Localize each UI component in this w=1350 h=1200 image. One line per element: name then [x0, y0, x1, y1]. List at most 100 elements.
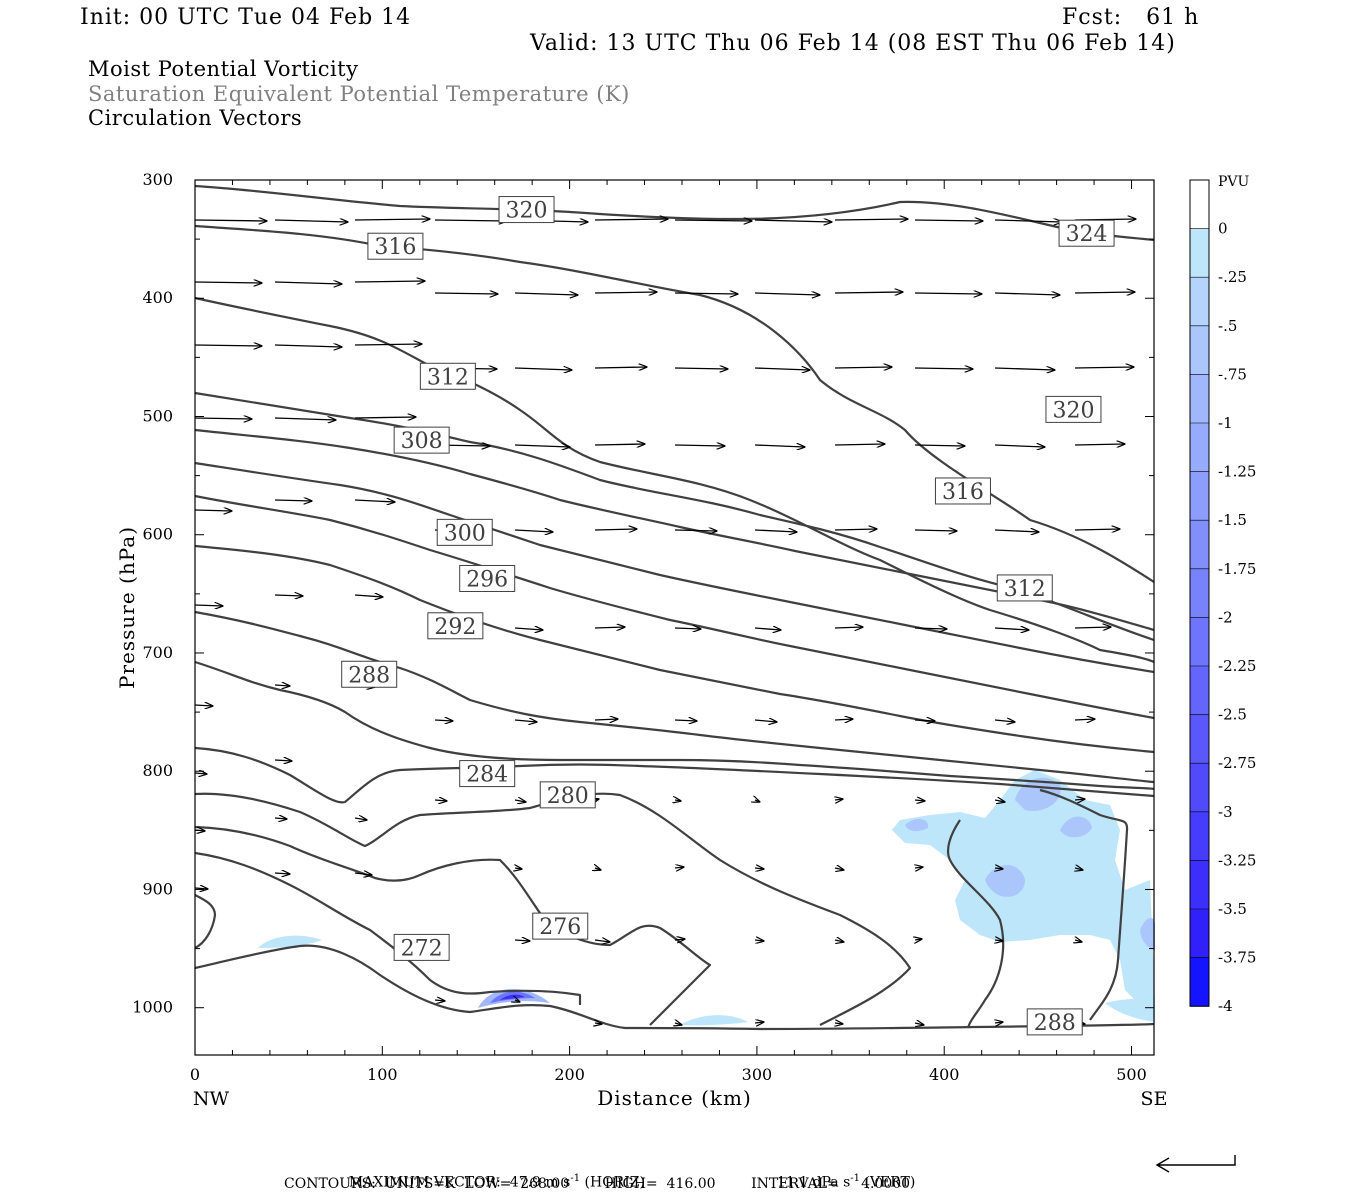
circulation-vector: [274, 818, 287, 819]
circulation-vector: [274, 760, 292, 761]
colorbar-swatch: [1190, 666, 1209, 716]
circulation-vector: [674, 368, 728, 369]
circulation-vector: [354, 344, 422, 345]
colorbar-frame: [1189, 179, 1210, 1007]
circulation-vector: [514, 368, 572, 370]
circulation-vector: [1074, 529, 1120, 530]
contour-label-box: [419, 362, 476, 390]
contour-label: 324: [1066, 222, 1108, 247]
circulation-vector: [274, 220, 348, 222]
circulation-vector: [994, 530, 1039, 532]
circulation-vector: [514, 628, 543, 630]
circulation-vector: [1074, 627, 1111, 628]
contour-label: 284: [466, 763, 508, 788]
contour-label: 312: [1004, 577, 1046, 602]
y-tick-label: 500: [142, 406, 173, 425]
circulation-vector: [994, 800, 1005, 802]
title-vectors: Circulation Vectors: [88, 106, 303, 130]
circulation-vector: [995, 1022, 1003, 1023]
contour-label-box: [539, 781, 596, 809]
circulation-vector: [674, 939, 685, 940]
pv-anomaly-fill: [1060, 816, 1092, 838]
circulation-vector: [274, 873, 290, 874]
x-end-label-right: SE: [1141, 1088, 1168, 1110]
contour-label: 316: [942, 480, 984, 505]
circulation-vector: [514, 530, 553, 532]
circulation-vector: [914, 720, 935, 721]
pv-anomaly-fill: [1140, 918, 1155, 950]
circulation-vector: [674, 293, 738, 294]
circulation-vector: [994, 293, 1060, 295]
colorbar-swatch: [1190, 471, 1209, 521]
circulation-vector: [594, 292, 657, 293]
circulation-vector: [994, 220, 1062, 222]
circulation-vector: [674, 530, 717, 531]
colorbar-swatch: [1190, 374, 1209, 424]
colorbar-label: -.25: [1218, 268, 1247, 286]
circulation-vector: [194, 220, 267, 221]
circulation-vector: [754, 530, 797, 532]
x-tick-label: 500: [1116, 1065, 1147, 1084]
circulation-vector: [995, 940, 1003, 941]
circulation-vector: [194, 605, 223, 606]
colorbar-label: -3.5: [1218, 900, 1247, 918]
colorbar-swatch: [1190, 423, 1209, 473]
colorbar-label: -1.75: [1218, 560, 1256, 578]
circulation-vector: [514, 445, 570, 447]
circulation-vector: [914, 293, 982, 294]
colorbar-label: -.75: [1218, 365, 1247, 383]
circulation-vector: [754, 1022, 764, 1023]
y-axis-label: Pressure (hPa): [115, 526, 139, 689]
circulation-vector: [434, 220, 507, 221]
colorbar-swatch: [1190, 228, 1209, 278]
contour-label-box: [498, 196, 555, 224]
contour-label: 296: [466, 567, 508, 592]
circulation-vector: [914, 368, 973, 369]
circulation-vector: [755, 800, 760, 802]
circulation-vector: [674, 445, 725, 446]
contour-label-box: [996, 574, 1053, 602]
x-tick-label: 0: [190, 1065, 200, 1084]
circulation-vector: [994, 720, 1015, 722]
x-end-label-left: NW: [193, 1088, 230, 1110]
circulation-vector: [994, 368, 1055, 370]
circulation-vector: [834, 292, 903, 293]
circulation-vector: [754, 940, 764, 941]
contour-label: 280: [547, 784, 589, 809]
circulation-vector: [834, 367, 892, 368]
theta-es-contour: [194, 544, 1155, 754]
circulation-vector: [754, 368, 810, 370]
circulation-vector: [675, 1023, 682, 1025]
cross-section-chart: 320 324 316 312 320 308 316 300 296 312 292 288 284 2…: [115, 170, 1256, 1110]
theta-es-contour: [194, 746, 1155, 804]
colorbar-swatch: [1190, 957, 1209, 1007]
colorbar-swatch: [1190, 325, 1209, 375]
colorbar-label: -3.75: [1218, 949, 1256, 967]
contour-label-box: [427, 612, 484, 640]
circulation-vector: [354, 219, 430, 220]
circulation-vector: [1074, 799, 1085, 800]
colorbar-label: -2.5: [1218, 706, 1247, 724]
pv-anomaly-fill: [258, 935, 322, 948]
circulation-vector: [594, 444, 645, 445]
theta-es-contour: [194, 224, 1155, 583]
colorbar-swatch: [1190, 520, 1209, 570]
circulation-vector: [1074, 367, 1134, 368]
circulation-vector: [274, 685, 290, 686]
colorbar-label: -2: [1218, 608, 1233, 626]
colorbar-swatch: [1190, 860, 1209, 910]
circulation-vector: [194, 345, 262, 346]
circulation-vector: [354, 417, 416, 418]
pv-anomaly-fill: [985, 865, 1025, 897]
colorbar-label: -2.75: [1218, 754, 1256, 772]
circulation-vector: [835, 1023, 843, 1024]
x-tick-label: 100: [367, 1065, 398, 1084]
circulation-vector: [754, 628, 781, 630]
contour-label-box: [393, 426, 450, 454]
circulation-vector: [434, 800, 447, 801]
theta-es-contour: [194, 825, 712, 1026]
circulation-vector: [834, 940, 844, 942]
circulation-vector: [194, 888, 208, 889]
colorbar-label: -1.5: [1218, 511, 1247, 529]
circulation-vector: [834, 219, 908, 220]
